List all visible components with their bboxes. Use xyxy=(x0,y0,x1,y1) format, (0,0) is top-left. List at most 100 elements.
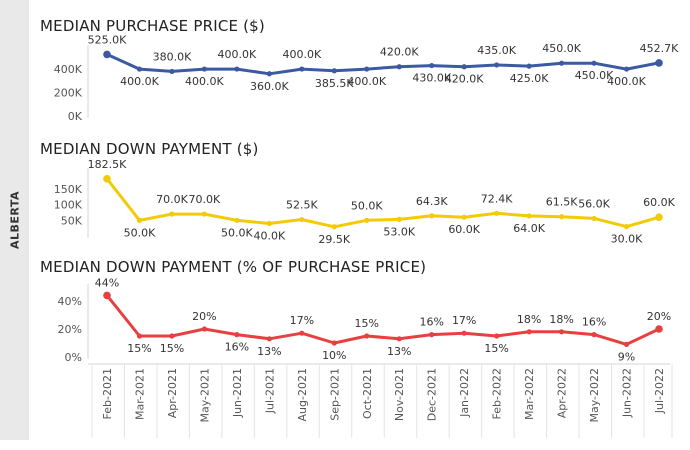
x-tick-label: May-2021 xyxy=(198,368,211,423)
data-point xyxy=(103,291,111,300)
y-tick-label: 100K xyxy=(54,199,83,212)
x-tick-label: Jul-2021 xyxy=(263,368,276,414)
data-point xyxy=(429,62,435,69)
data-label: 64.0K xyxy=(513,222,545,235)
data-point xyxy=(169,68,175,75)
data-label: 16% xyxy=(225,341,249,354)
data-label: 40.0K xyxy=(253,229,285,242)
data-point xyxy=(299,216,305,223)
data-point xyxy=(429,213,435,219)
data-label: 52.5K xyxy=(286,199,318,212)
data-label: 452.7K xyxy=(640,42,679,55)
data-label: 15% xyxy=(484,342,508,355)
y-tick-label: 200K xyxy=(54,87,83,100)
x-tick-label: Mar-2021 xyxy=(133,368,146,420)
data-label: 44% xyxy=(95,276,119,289)
data-point xyxy=(396,64,402,70)
data-point xyxy=(266,220,272,227)
side-band xyxy=(0,0,29,440)
data-point xyxy=(331,224,337,230)
data-label: 420.0K xyxy=(445,73,484,86)
data-label: 400.0K xyxy=(282,48,321,61)
data-point xyxy=(169,333,175,339)
data-point xyxy=(234,66,240,72)
data-label: 385.5K xyxy=(315,77,354,90)
data-label: 50.0K xyxy=(351,199,383,212)
data-point xyxy=(558,329,565,335)
data-label: 182.5K xyxy=(88,158,127,171)
data-point xyxy=(234,332,240,338)
data-point xyxy=(558,214,565,220)
y-tick-label: 150K xyxy=(54,183,83,196)
x-tick-label: May-2022 xyxy=(588,368,601,423)
data-label: 400.0K xyxy=(347,75,386,88)
data-label: 64.3K xyxy=(416,195,448,208)
data-point xyxy=(494,62,500,68)
data-point xyxy=(299,330,305,336)
data-point xyxy=(396,336,402,342)
series-line xyxy=(105,294,660,346)
data-point xyxy=(591,332,597,338)
data-point xyxy=(364,217,370,223)
data-point xyxy=(494,210,500,216)
data-label: 450.0K xyxy=(542,42,581,55)
data-label: 13% xyxy=(387,345,411,358)
data-label: 53.0K xyxy=(383,225,415,238)
data-label: 400.0K xyxy=(120,75,159,88)
data-point xyxy=(461,330,467,336)
x-tick-label: Oct-2021 xyxy=(361,368,374,419)
data-label: 400.0K xyxy=(607,75,646,88)
data-point xyxy=(655,59,663,67)
data-label: 400.0K xyxy=(218,48,257,61)
data-point xyxy=(136,333,143,339)
series-line xyxy=(106,53,660,76)
data-label: 425.0K xyxy=(510,72,549,85)
x-tick-label: Feb-2022 xyxy=(491,368,504,419)
y-tick-label: 50K xyxy=(61,214,83,227)
x-tick-label: Mar-2022 xyxy=(523,368,536,420)
data-label: 18% xyxy=(549,313,573,326)
data-label: 56.0K xyxy=(578,197,610,210)
data-point xyxy=(396,216,402,222)
x-tick-label: Apr-2021 xyxy=(166,368,179,418)
data-label: 15% xyxy=(160,342,184,355)
data-point xyxy=(655,213,663,221)
data-point xyxy=(526,329,532,335)
data-point xyxy=(201,211,208,217)
data-point xyxy=(461,214,467,220)
data-point xyxy=(558,60,565,66)
data-point xyxy=(266,336,272,342)
data-label: 420.0K xyxy=(380,46,419,59)
data-label: 20% xyxy=(647,310,671,323)
x-tick-label: Aug-2021 xyxy=(296,368,309,421)
y-tick-label: 20% xyxy=(58,323,82,336)
data-point xyxy=(103,50,111,59)
data-point xyxy=(526,213,532,219)
purchase-price-title: MEDIAN PURCHASE PRICE ($) xyxy=(40,17,265,35)
x-tick-label: Apr-2022 xyxy=(556,368,569,418)
data-label: 72.4K xyxy=(481,192,513,205)
data-point xyxy=(103,174,111,183)
data-label: 9% xyxy=(618,350,635,363)
data-label: 70.0K xyxy=(156,193,188,206)
data-label: 380.0K xyxy=(153,50,192,63)
x-tick-label: Jun-2022 xyxy=(621,368,634,418)
data-label: 30.0K xyxy=(611,233,643,246)
data-point xyxy=(591,215,597,222)
data-label: 13% xyxy=(257,345,281,358)
data-point xyxy=(526,63,532,69)
data-point xyxy=(461,64,467,70)
data-point xyxy=(266,71,272,77)
data-label: 16% xyxy=(582,316,606,329)
data-label: 20% xyxy=(192,310,216,323)
data-point xyxy=(234,217,240,223)
data-label: 60.0K xyxy=(448,223,480,236)
data-point xyxy=(331,340,337,346)
data-label: 10% xyxy=(322,349,346,362)
data-label: 435.0K xyxy=(477,44,516,57)
data-point xyxy=(136,66,143,72)
data-point xyxy=(364,66,370,72)
data-point xyxy=(591,60,597,66)
data-point xyxy=(623,66,630,72)
x-tick-label: Jun-2021 xyxy=(231,368,244,418)
